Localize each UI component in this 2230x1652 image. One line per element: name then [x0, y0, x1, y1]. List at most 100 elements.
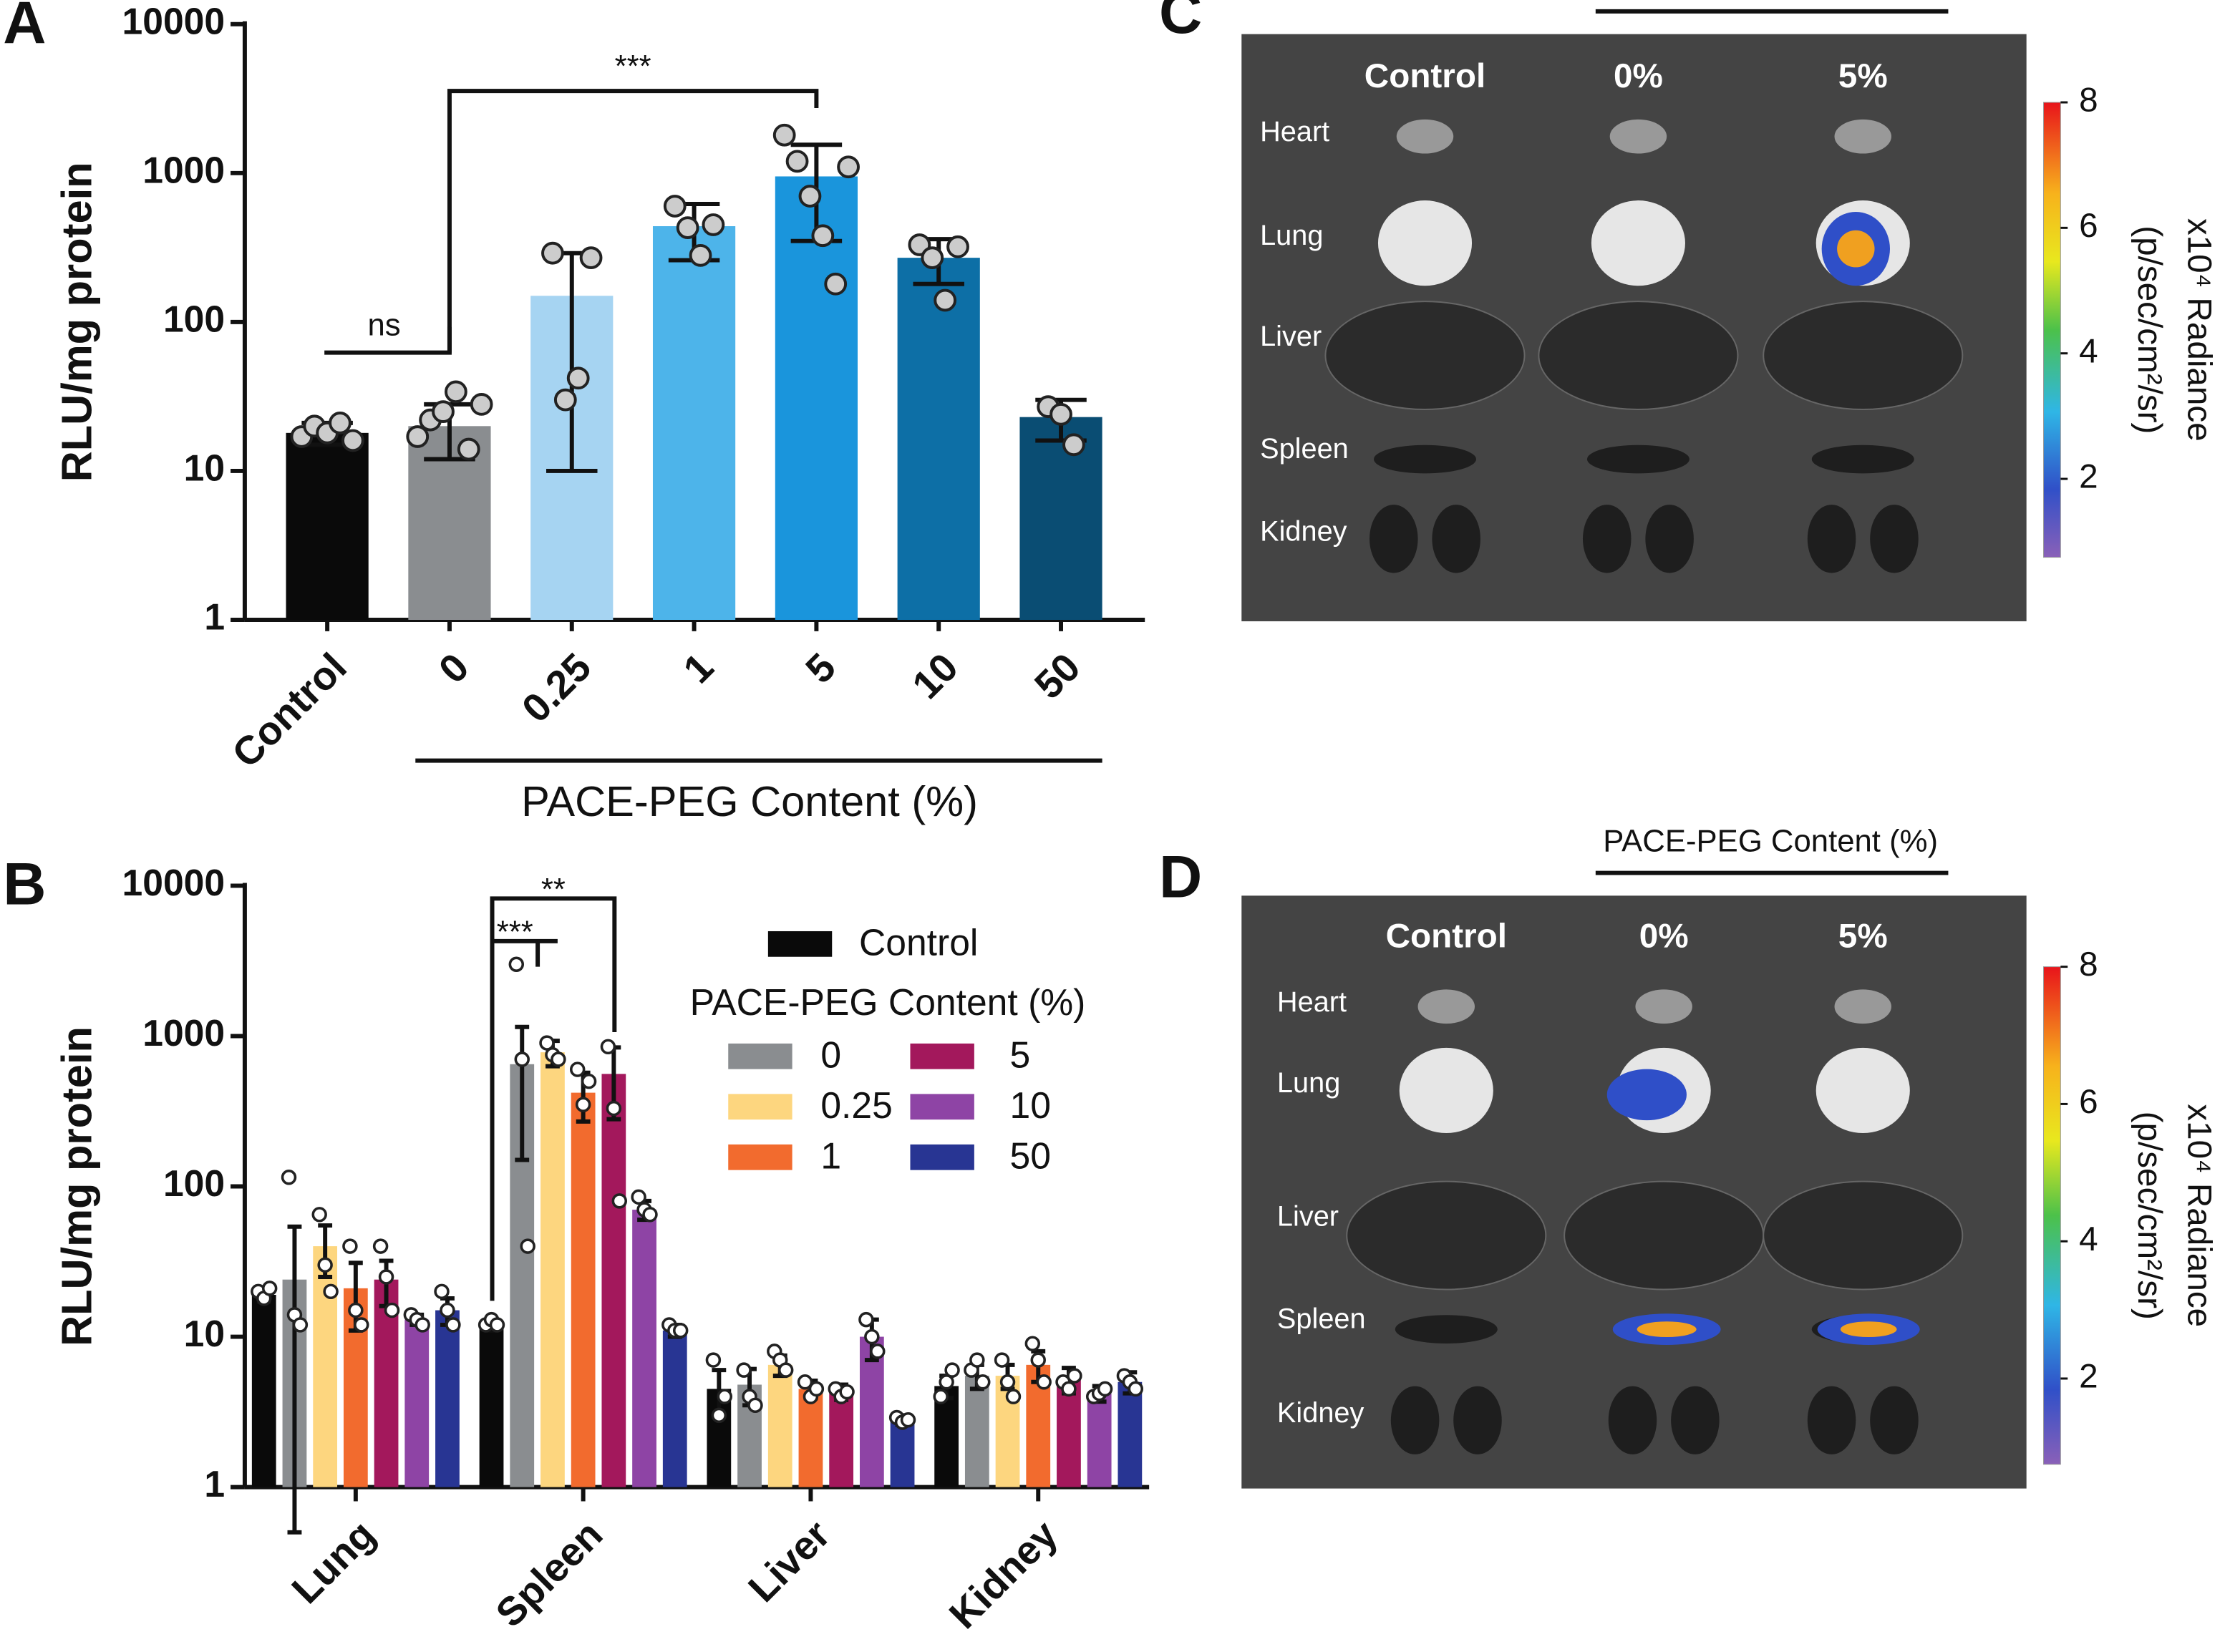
data-point: [1030, 1352, 1046, 1368]
data-point: [606, 1100, 622, 1117]
organ-heart: [1834, 119, 1891, 154]
data-point: [1061, 1381, 1077, 1397]
organ-kidney: [1432, 505, 1480, 573]
y-tick-label: 1000: [142, 149, 225, 190]
data-point: [415, 1317, 430, 1333]
data-point: [663, 195, 687, 218]
y-tick-label: 10000: [122, 862, 226, 903]
annotation: **: [541, 872, 566, 907]
bar: [662, 1330, 687, 1487]
legend-label: 1: [820, 1134, 841, 1176]
bar: [286, 432, 369, 620]
image-header: PACE-PEG Content (%): [1603, 823, 1938, 858]
data-point: [777, 1362, 794, 1378]
data-point: [672, 1323, 689, 1338]
data-point: [858, 1311, 874, 1328]
organ-liver: [1324, 301, 1526, 411]
organ-lung: [1377, 200, 1473, 286]
bar: [1057, 1379, 1081, 1487]
row-label: Liver: [1260, 321, 1322, 352]
x-tick-label: Control: [223, 645, 355, 777]
organ-kidney: [1671, 1386, 1720, 1454]
bracket: [492, 938, 558, 967]
data-point: [824, 272, 848, 296]
data-point: [1005, 1389, 1022, 1404]
legend-label: 10: [1010, 1084, 1051, 1126]
colorbar-tick-label: 4: [2079, 1220, 2098, 1258]
organ-kidney: [1870, 1386, 1919, 1454]
legend-label: 0: [820, 1034, 841, 1075]
data-point: [384, 1302, 400, 1318]
legend-label: 5: [1010, 1034, 1031, 1075]
organ-kidney: [1870, 505, 1919, 573]
data-point: [329, 412, 352, 434]
data-point: [689, 243, 712, 267]
data-point: [702, 213, 725, 236]
data-point: [341, 429, 364, 452]
x-tick-label: Kidney: [941, 1512, 1066, 1637]
x-tick-label: Lung: [283, 1512, 384, 1612]
bracket: [324, 89, 819, 355]
x-tick-label: 5: [797, 645, 844, 692]
data-point: [600, 1039, 616, 1055]
bar: [890, 1419, 915, 1487]
data-point: [642, 1207, 658, 1223]
organ-heart: [1396, 119, 1454, 154]
legend-title: PACE-PEG Content (%): [690, 981, 1086, 1023]
panel-letter: C: [1159, 0, 1202, 46]
data-point: [717, 1389, 733, 1404]
data-point: [811, 224, 835, 248]
error-bar: [515, 1024, 530, 1162]
bar: [964, 1376, 989, 1487]
organ-kidney: [1453, 1386, 1502, 1454]
data-point: [1062, 433, 1085, 457]
data-point: [711, 1407, 727, 1424]
row-label: Spleen: [1260, 433, 1349, 465]
bar: [1118, 1381, 1143, 1487]
colorbar-tick-label: 2: [2079, 1358, 2098, 1396]
legend-swatch: [767, 931, 833, 957]
colorbar-tick-label: 8: [2079, 82, 2098, 120]
panel-letter: D: [1159, 842, 1202, 910]
data-point: [864, 1328, 880, 1345]
colorbar-tick-label: 8: [2079, 946, 2098, 983]
x-tick-label: 50: [1026, 645, 1089, 708]
data-point: [1097, 1381, 1113, 1397]
data-point: [406, 425, 430, 448]
y-tick-label: 1: [204, 596, 225, 638]
data-point: [508, 956, 525, 972]
bar: [775, 176, 858, 620]
x-tick-label: 0.25: [513, 645, 599, 731]
data-point: [566, 366, 590, 390]
colorbar-tick-label: 4: [2079, 332, 2098, 370]
colorbar-tick-label: 6: [2079, 207, 2098, 245]
legend-swatch: [728, 1094, 792, 1120]
data-point: [1128, 1381, 1144, 1397]
organ-kidney: [1807, 1386, 1856, 1454]
colorbar-label: (p/sec/cm²/sr): [2130, 1112, 2168, 1320]
data-point: [317, 1257, 333, 1273]
column-label: Control: [1364, 57, 1485, 95]
data-point: [354, 1317, 369, 1333]
legend-label: 0.25: [820, 1084, 892, 1126]
organ-liver: [1346, 1180, 1547, 1291]
organ-lung: [1399, 1047, 1493, 1134]
organ-liver: [1763, 1180, 1964, 1291]
data-point: [378, 1269, 394, 1285]
data-point: [939, 1374, 954, 1390]
data-point: [342, 1238, 358, 1254]
row-label: Liver: [1277, 1201, 1339, 1233]
row-label: Kidney: [1260, 515, 1347, 547]
data-point: [281, 1170, 297, 1185]
data-point: [1049, 402, 1072, 426]
data-point: [839, 1384, 855, 1400]
bar: [540, 1052, 565, 1487]
organ-liver: [1564, 1180, 1765, 1291]
bar: [571, 1092, 596, 1487]
bar: [313, 1246, 338, 1487]
data-point: [631, 1189, 646, 1205]
data-point: [575, 1097, 591, 1112]
data-point: [323, 1283, 339, 1300]
data-point: [489, 1317, 505, 1333]
signal-core: [1837, 230, 1875, 268]
